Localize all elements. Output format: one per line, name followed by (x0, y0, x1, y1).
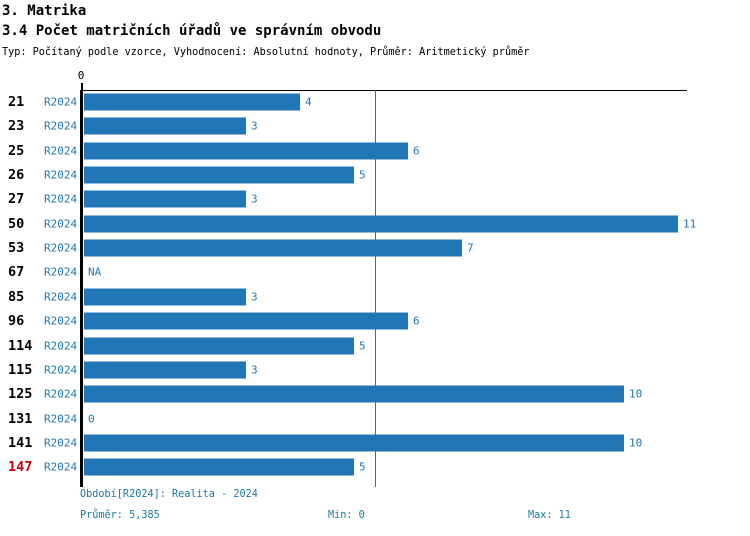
series-label: R2024 (44, 265, 78, 279)
series-label: R2024 (44, 412, 78, 426)
category-label: 26 (8, 167, 25, 184)
chart-row: 23 R2024 3 (0, 114, 750, 138)
bar (84, 288, 246, 306)
category-label: 96 (8, 313, 25, 330)
series-label: R2024 (44, 192, 78, 206)
category-label: 131 (8, 410, 33, 427)
chart-row: 125 R2024 10 (0, 382, 750, 406)
category-label: 125 (8, 386, 33, 403)
value-label: 10 (629, 436, 643, 450)
category-label: 85 (8, 288, 25, 305)
series-label: R2024 (44, 387, 78, 401)
chart-row: 27 R2024 3 (0, 187, 750, 211)
series-label: R2024 (44, 168, 78, 182)
value-label: 7 (467, 241, 474, 255)
chart-row: 131 R2024 0 (0, 407, 750, 431)
series-label: R2024 (44, 363, 78, 377)
bar (84, 337, 354, 354)
chart-row: 50 R2024 11 (0, 212, 750, 236)
value-label: 3 (251, 192, 258, 206)
bar (84, 434, 624, 452)
x-axis-zero-label: 0 (77, 69, 85, 82)
series-label: R2024 (44, 436, 78, 450)
category-label: 53 (8, 240, 25, 257)
chart-row: 147 R2024 5 (0, 455, 750, 479)
series-label: R2024 (44, 339, 78, 352)
series-label: R2024 (44, 241, 78, 255)
chart-row: 141 R2024 10 (0, 431, 750, 455)
category-label: 25 (8, 142, 25, 159)
footer-average: Průměr: 5,385 (80, 510, 160, 521)
footer-max: Max: 11 (528, 510, 571, 521)
series-label: R2024 (44, 217, 78, 231)
value-label: 3 (251, 363, 258, 377)
category-label: 21 (8, 94, 25, 110)
report-title: 3. Matrika (2, 3, 87, 19)
bar (84, 142, 408, 160)
bar (84, 458, 354, 476)
series-label: R2024 (44, 144, 78, 158)
bar (84, 239, 462, 257)
bar (84, 385, 624, 403)
bar (84, 312, 408, 330)
chart-row: 85 R2024 3 (0, 285, 750, 309)
bar (84, 93, 300, 111)
value-label: 3 (251, 290, 258, 304)
footer-period: Období[R2024]: Realita - 2024 (80, 489, 258, 500)
series-label: R2024 (44, 119, 78, 133)
bar (84, 190, 246, 208)
chart-row: 67 R2024 NA (0, 260, 750, 284)
value-label: 3 (251, 119, 258, 133)
category-label: 27 (8, 191, 25, 208)
chart-row: 26 R2024 5 (0, 163, 750, 187)
value-label: 4 (305, 95, 312, 109)
average-line (375, 90, 376, 487)
chart-row: 96 R2024 6 (0, 309, 750, 333)
value-label: NA (88, 265, 102, 279)
series-label: R2024 (44, 95, 78, 109)
chart-row: 21 R2024 4 (0, 90, 750, 114)
value-label: 5 (359, 339, 366, 352)
value-label: 11 (683, 217, 697, 231)
chart-row: 114 R2024 5 (0, 334, 750, 358)
x-axis-line (80, 90, 687, 91)
footer-min: Min: 0 (328, 510, 365, 521)
chart-title: 3.4 Počet matričních úřadů ve správním o… (2, 23, 382, 39)
chart-row: 115 R2024 3 (0, 358, 750, 382)
category-label: 115 (8, 361, 33, 378)
category-label: 147 (8, 459, 33, 476)
value-label: 5 (359, 168, 366, 182)
series-label: R2024 (44, 460, 78, 474)
series-label: R2024 (44, 290, 78, 304)
bar (84, 361, 246, 379)
value-label: 6 (413, 314, 420, 328)
category-label: 23 (8, 118, 25, 135)
x-axis-tick (81, 83, 83, 90)
category-label: 50 (8, 215, 25, 232)
category-label: 67 (8, 264, 25, 281)
bar (84, 166, 354, 184)
chart-row: 53 R2024 7 (0, 236, 750, 260)
chart-row: 25 R2024 6 (0, 139, 750, 163)
chart-meta-line: Typ: Počítaný podle vzorce, Vyhodnocení:… (2, 47, 530, 58)
value-label: 5 (359, 460, 366, 474)
category-label: 114 (8, 337, 33, 354)
series-label: R2024 (44, 314, 78, 328)
value-label: 0 (88, 412, 95, 426)
value-label: 10 (629, 387, 643, 401)
value-label: 6 (413, 144, 420, 158)
category-label: 141 (8, 434, 33, 451)
y-axis-line (80, 90, 83, 487)
bar (84, 215, 678, 233)
bar (84, 117, 246, 135)
